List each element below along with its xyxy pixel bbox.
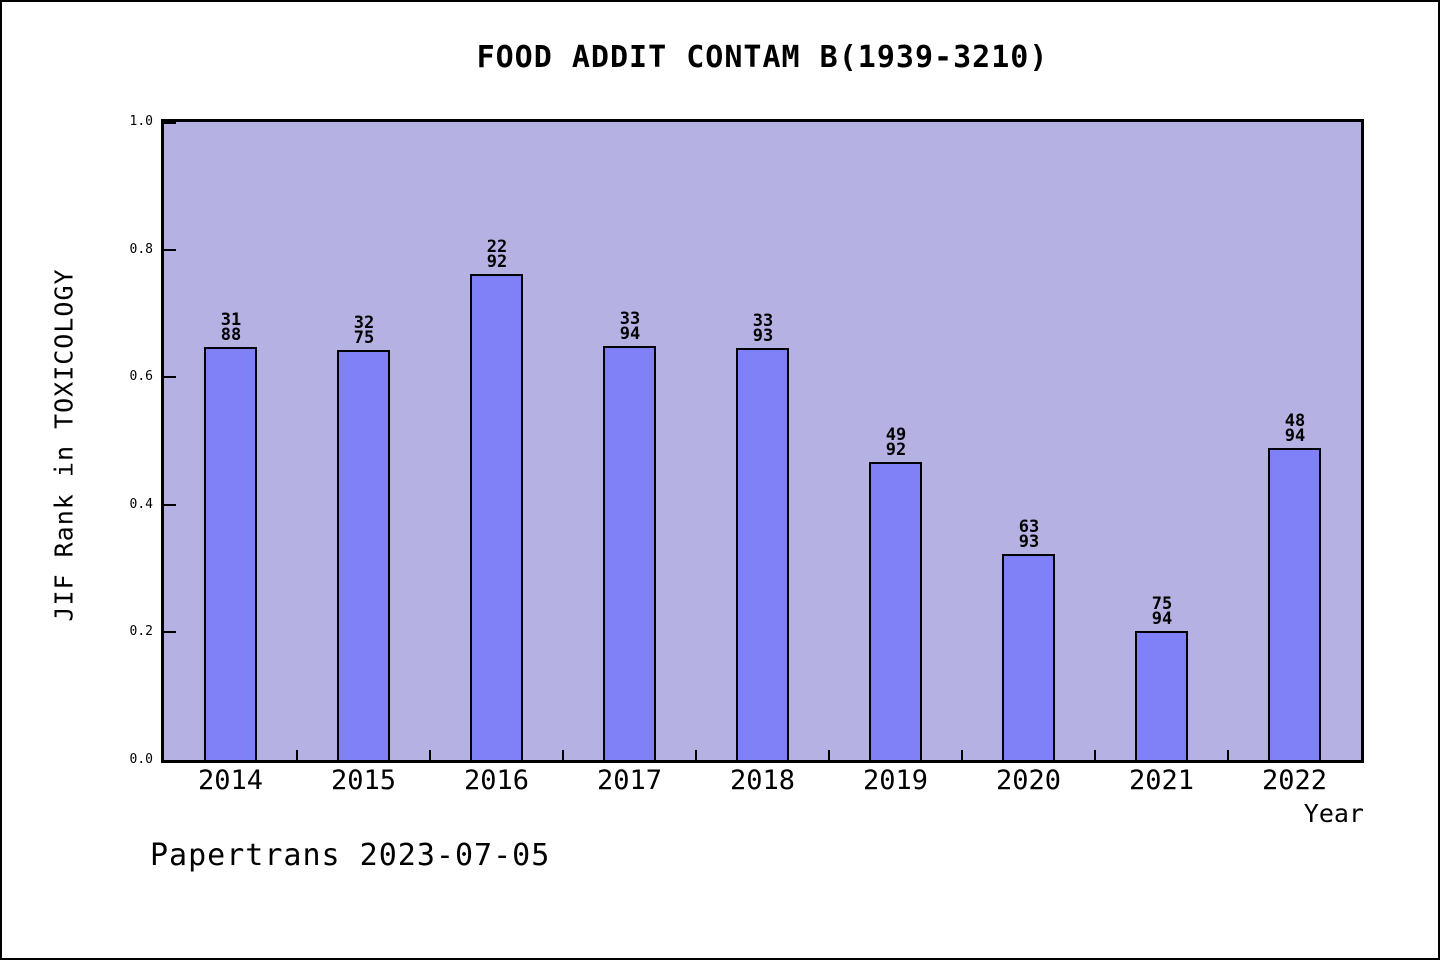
y-tick-label-0.8: 0.8 [129, 242, 153, 257]
x-tick-label-2014: 2014 [197, 765, 264, 796]
bar-2014 [204, 347, 257, 760]
bar-2021 [1135, 631, 1188, 760]
x-axis-tick [961, 750, 963, 760]
x-axis-tick [562, 750, 564, 760]
x-tick-label-2015: 2015 [330, 765, 397, 796]
bar-value-label-2017: 33 94 [619, 309, 641, 344]
bar-value-label-2015: 32 75 [353, 313, 375, 348]
x-axis-tick [429, 750, 431, 760]
y-tick-label-0.0: 0.0 [129, 752, 153, 767]
y-axis-tick [164, 504, 176, 506]
y-tick-label-0.6: 0.6 [129, 369, 153, 384]
bar-value-label-2019: 49 92 [885, 425, 907, 460]
x-axis-tick [1227, 750, 1229, 760]
bar-value-label-2021: 75 94 [1151, 594, 1173, 629]
y-axis-tick [164, 249, 176, 251]
x-axis-label: Year [1303, 799, 1364, 828]
x-tick-label-2021: 2021 [1128, 765, 1195, 796]
chart-title: FOOD ADDIT CONTAM B(1939-3210) [476, 40, 1049, 75]
y-axis-tick [164, 122, 176, 124]
x-tick-label-2018: 2018 [729, 765, 796, 796]
x-tick-label-2019: 2019 [862, 765, 929, 796]
bar-value-label-2022: 48 94 [1284, 411, 1306, 446]
x-tick-label-2016: 2016 [463, 765, 530, 796]
y-tick-label-0.4: 0.4 [129, 497, 153, 512]
footer-watermark: Papertrans 2023-07-05 [150, 838, 551, 873]
x-axis-tick [828, 750, 830, 760]
bar-value-label-2018: 33 93 [752, 311, 774, 346]
y-tick-label-1.0: 1.0 [129, 114, 153, 129]
x-axis-tick [695, 750, 697, 760]
bar-value-label-2020: 63 93 [1018, 517, 1040, 552]
y-axis-label: JIF Rank in TOXICOLOGY [49, 268, 79, 622]
bar-2020 [1002, 554, 1055, 760]
y-axis-tick [164, 376, 176, 378]
plot-area: 31 88 32 75 22 92 33 94 33 93 49 92 63 93 75 94… [161, 119, 1364, 763]
bar-value-label-2014: 31 88 [220, 310, 242, 345]
x-tick-label-2022: 2022 [1261, 765, 1328, 796]
bar-2022 [1268, 448, 1321, 760]
bar-2016 [470, 274, 523, 760]
x-tick-label-2017: 2017 [596, 765, 663, 796]
x-axis-tick [296, 750, 298, 760]
bar-2017 [603, 346, 656, 760]
x-tick-label-2020: 2020 [995, 765, 1062, 796]
bar-value-label-2016: 22 92 [486, 237, 508, 272]
bar-2019 [869, 462, 922, 760]
y-axis-tick [164, 631, 176, 633]
bar-2018 [736, 348, 789, 760]
bar-2015 [337, 350, 390, 760]
x-axis-tick [1094, 750, 1096, 760]
y-tick-label-0.2: 0.2 [129, 624, 153, 639]
